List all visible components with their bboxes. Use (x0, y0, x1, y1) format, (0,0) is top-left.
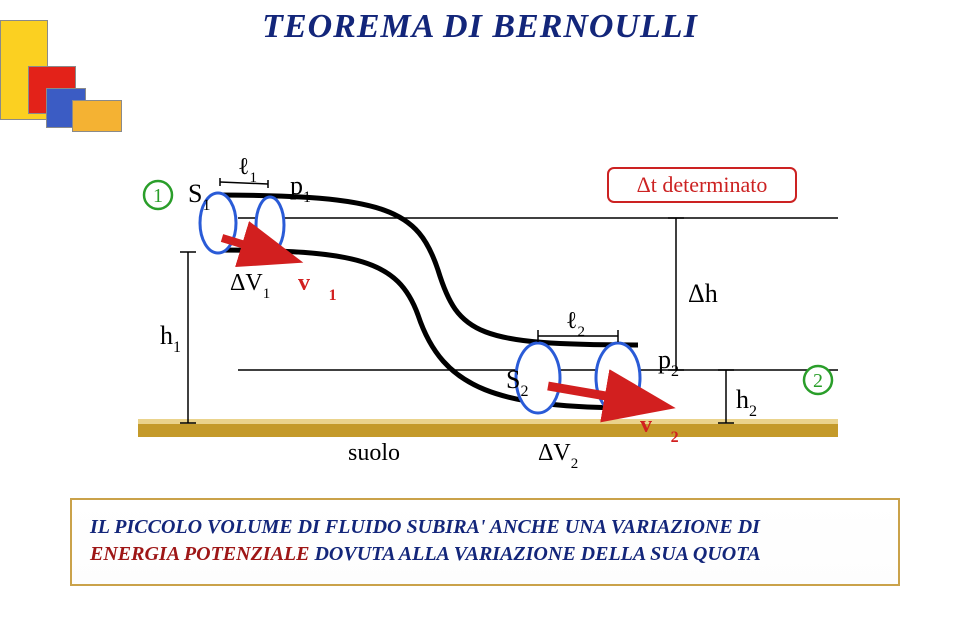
marker-1-text: 1 (153, 185, 163, 207)
label-l2: ℓ2 (566, 308, 585, 340)
label-p1: p1 (290, 171, 311, 206)
label-l1: ℓ1 (238, 154, 257, 186)
section1-slice2 (256, 197, 284, 253)
caption-line1: IL PICCOLO VOLUME DI FLUIDO SUBIRA' ANCH… (90, 516, 760, 538)
caption-line2: DOVUTA ALLA VARIAZIONE DELLA SUA QUOTA (309, 543, 760, 565)
ground-line (138, 423, 838, 437)
deco-block-orange (72, 100, 122, 132)
page-title: TEOREMA DI BERNOULLI (0, 8, 960, 46)
section2-face (516, 343, 560, 413)
diagram-svg: 1 2 Δt determinato S1 ℓ1 p1 ΔV1 v⃗1 h1 S… (118, 130, 858, 470)
marker-2-text: 2 (813, 370, 823, 392)
label-v2: v⃗2 (640, 412, 679, 446)
dt-box-text: Δt determinato (637, 172, 768, 197)
label-dV1: ΔV1 (230, 270, 270, 302)
caption-accent: ENERGIA POTENZIALE (90, 543, 309, 565)
label-h2: h2 (736, 385, 757, 420)
l1-tick (220, 182, 268, 184)
label-dh: Δh (688, 279, 718, 308)
label-v1: v⃗1 (298, 270, 337, 304)
label-dV2: ΔV2 (538, 440, 578, 470)
caption-box: IL PICCOLO VOLUME DI FLUIDO SUBIRA' ANCH… (70, 498, 900, 586)
label-S1: S1 (188, 179, 210, 214)
bernoulli-diagram: 1 2 Δt determinato S1 ℓ1 p1 ΔV1 v⃗1 h1 S… (118, 130, 858, 470)
label-h1: h1 (160, 321, 181, 356)
label-suolo: suolo (348, 440, 400, 466)
